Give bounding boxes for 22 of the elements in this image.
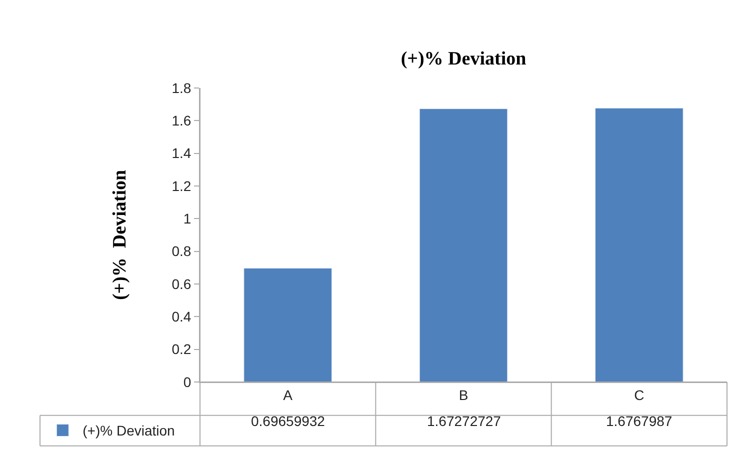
bar [244,268,332,382]
y-axis-title: (+)% Deviation [110,170,131,300]
y-tick-label: 1.8 [172,80,192,96]
x-tick-label: A [283,386,294,403]
y-tick-label: 0.4 [172,308,192,325]
y-tick-label: 0 [183,374,192,390]
bar [595,108,684,382]
y-tick-label: 1 [183,210,192,227]
y-tick-label: 1.4 [172,145,192,162]
chart-title: (+)% Deviation [400,48,527,70]
y-tick-label: 1.6 [172,112,192,129]
y-tick-label: 0.6 [172,276,192,292]
data-label: 0.69659932 [251,413,326,429]
legend-label: (+)% Deviation [82,422,175,439]
data-label: 1.6767987 [606,413,672,429]
y-tick-label: 1.2 [172,178,192,194]
x-tick-label: C [634,386,644,403]
data-label: 1.67272727 [427,413,502,429]
y-tick-label: 0.2 [172,341,192,358]
x-tick-label: B [458,386,468,403]
bar [419,108,508,382]
y-tick-label: 0.8 [172,243,192,260]
